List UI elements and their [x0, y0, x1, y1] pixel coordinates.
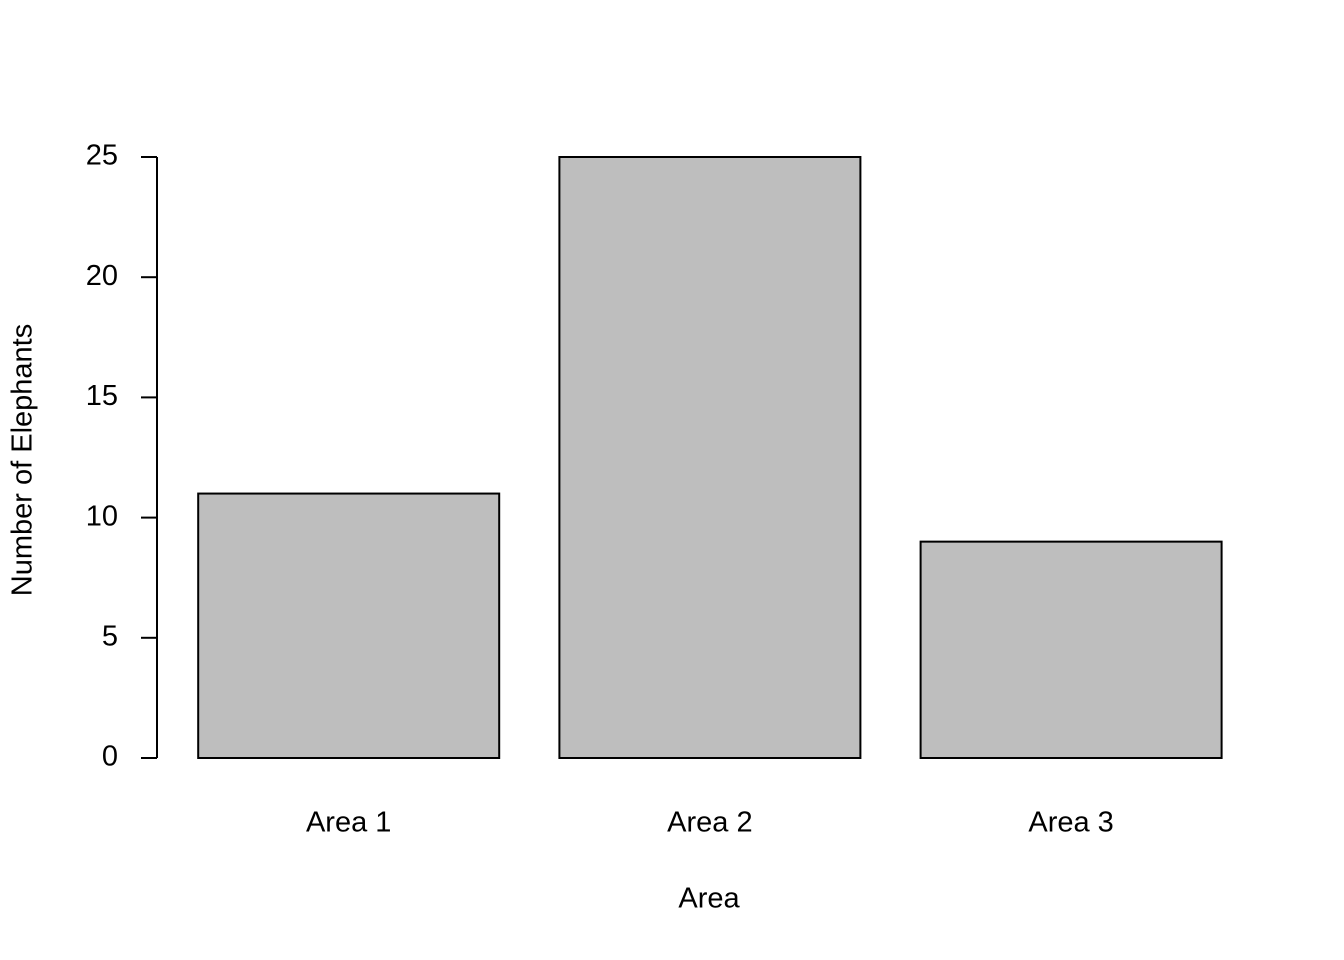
x-tick-label: Area 2: [667, 807, 752, 839]
bar: [919, 540, 1223, 760]
y-tick-label: 0: [102, 741, 118, 773]
y-axis-label: Number of Elephants: [7, 324, 39, 596]
x-tick-label: Area 1: [306, 807, 391, 839]
x-axis-label: Area: [678, 883, 740, 915]
bar: [197, 492, 501, 759]
y-tick-label: 25: [86, 140, 118, 172]
y-tick-label: 10: [86, 500, 118, 532]
y-tick-label: 20: [86, 260, 118, 292]
bar: [558, 156, 862, 759]
y-tick-label: 5: [102, 620, 118, 652]
y-tick-label: 15: [86, 380, 118, 412]
x-tick-label: Area 3: [1028, 807, 1113, 839]
